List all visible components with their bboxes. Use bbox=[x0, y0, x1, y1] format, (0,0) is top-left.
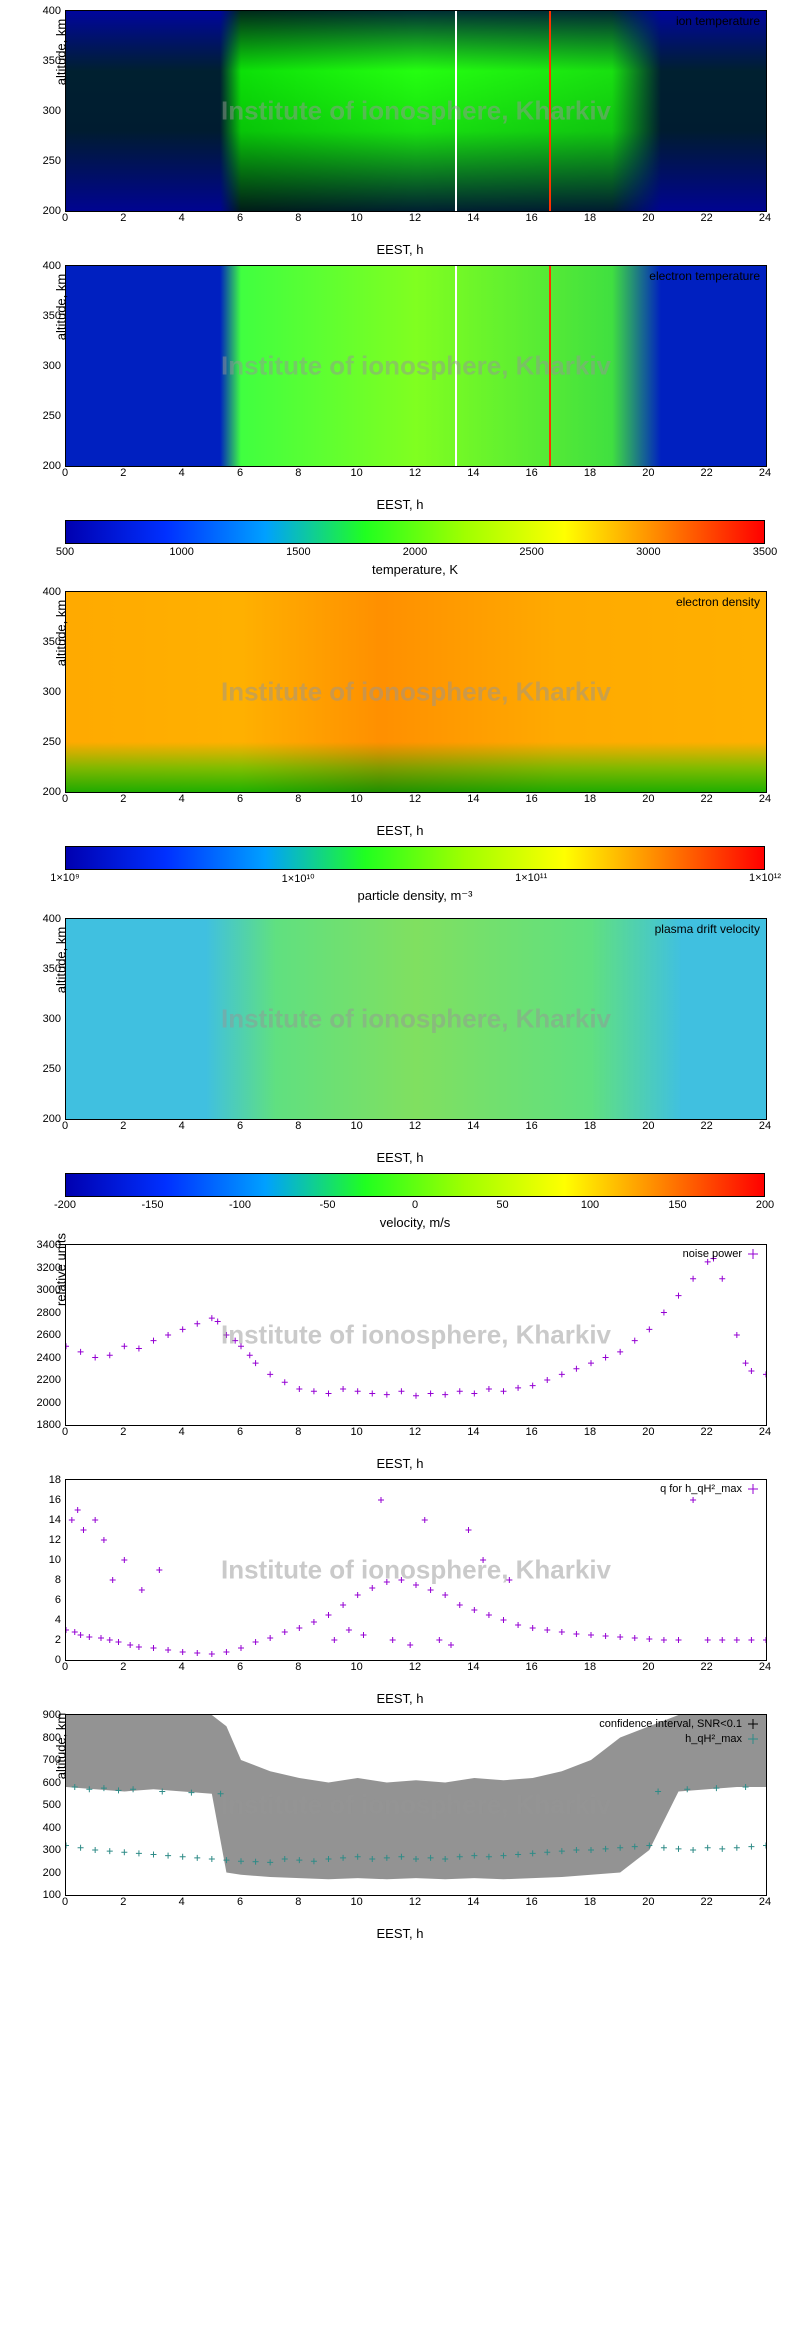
x-ticks: 024681012141618202224 bbox=[65, 1120, 765, 1134]
colorbar-vel: -200-150-100-50050100150200 velocity, m/… bbox=[65, 1173, 765, 1230]
x-label: EEST, h bbox=[10, 497, 790, 512]
colorbar-dens: 1×10⁹1×10¹⁰1×10¹¹1×10¹² particle density… bbox=[65, 846, 765, 904]
x-label: EEST, h bbox=[10, 823, 790, 838]
watermark: Institute of ionosphere, Kharkiv bbox=[221, 96, 611, 127]
x-ticks: 024681012141618202224 bbox=[65, 467, 765, 481]
legend: confidence interval, SNR<0.1 bbox=[599, 1718, 760, 1730]
x-ticks: 024681012141618202224 bbox=[65, 212, 765, 226]
colorbar-label: temperature, K bbox=[65, 562, 765, 577]
scatter-svg bbox=[66, 1480, 766, 1660]
y-ticks: 024681012141618 bbox=[21, 1480, 61, 1660]
heatmap-ion_temp: 200250300350400 altitude, km ion tempera… bbox=[10, 10, 790, 257]
legend: q for h_qH²_max bbox=[660, 1483, 760, 1495]
y-label: altitude, km bbox=[54, 927, 69, 993]
plot-area: 200250300350400 altitude, km electron de… bbox=[65, 591, 767, 793]
y-label: altitude, km bbox=[54, 274, 69, 340]
colorbar-gradient bbox=[65, 1173, 765, 1197]
scatter-qfactor: 024681012141618 q for h_qH²_max Institut… bbox=[10, 1479, 790, 1706]
x-label: EEST, h bbox=[10, 1691, 790, 1706]
x-label: EEST, h bbox=[10, 1456, 790, 1471]
plot-area: 200250300350400 altitude, km ion tempera… bbox=[65, 10, 767, 212]
colorbar-ticks: -200-150-100-50050100150200 bbox=[65, 1199, 765, 1213]
colorbar-gradient bbox=[65, 520, 765, 544]
colorbar-label: particle density, m⁻³ bbox=[65, 888, 765, 904]
heatmap-elec_dens: 200250300350400 altitude, km electron de… bbox=[10, 591, 790, 838]
x-label: EEST, h bbox=[10, 242, 790, 257]
y-label: altitude, km bbox=[54, 600, 69, 666]
plot-area: 024681012141618 q for h_qH²_max Institut… bbox=[65, 1479, 767, 1661]
plot-area: 200250300350400 altitude, km electron te… bbox=[65, 265, 767, 467]
x-ticks: 024681012141618202224 bbox=[65, 1896, 765, 1910]
watermark: Institute of ionosphere, Kharkiv bbox=[221, 677, 611, 708]
plot-area: 180020002200240026002800300032003400 rel… bbox=[65, 1244, 767, 1426]
plot-area: 200250300350400 altitude, km plasma drif… bbox=[65, 918, 767, 1120]
plot-area: 100200300400500600700800900 altitude, km… bbox=[65, 1714, 767, 1896]
y-label: altitude, km bbox=[54, 19, 69, 85]
panel-title: ion temperature bbox=[676, 14, 760, 28]
panel-title: electron density bbox=[676, 595, 760, 609]
x-ticks: 024681012141618202224 bbox=[65, 1426, 765, 1440]
colorbar-gradient bbox=[65, 846, 765, 870]
scatter-confidence: 100200300400500600700800900 altitude, km… bbox=[10, 1714, 790, 1941]
scatter-svg bbox=[66, 1715, 766, 1895]
heatmap-drift: 200250300350400 altitude, km plasma drif… bbox=[10, 918, 790, 1165]
heatmap-elec_temp: 200250300350400 altitude, km electron te… bbox=[10, 265, 790, 512]
x-label: EEST, h bbox=[10, 1150, 790, 1165]
legend: noise power bbox=[683, 1248, 760, 1260]
colorbar-ticks: 1×10⁹1×10¹⁰1×10¹¹1×10¹² bbox=[65, 872, 765, 886]
panel-title: plasma drift velocity bbox=[655, 922, 760, 936]
x-label: EEST, h bbox=[10, 1926, 790, 1941]
scatter-noise: 180020002200240026002800300032003400 rel… bbox=[10, 1244, 790, 1471]
colorbar-temp: 500100015002000250030003500 temperature,… bbox=[65, 520, 765, 577]
scatter-svg bbox=[66, 1245, 766, 1425]
colorbar-label: velocity, m/s bbox=[65, 1215, 765, 1230]
watermark: Institute of ionosphere, Kharkiv bbox=[221, 1004, 611, 1035]
x-ticks: 024681012141618202224 bbox=[65, 1661, 765, 1675]
legend2: h_qH²_max bbox=[685, 1733, 760, 1745]
panel-title: electron temperature bbox=[649, 269, 760, 283]
colorbar-ticks: 500100015002000250030003500 bbox=[65, 546, 765, 560]
watermark: Institute of ionosphere, Kharkiv bbox=[221, 351, 611, 382]
x-ticks: 024681012141618202224 bbox=[65, 793, 765, 807]
